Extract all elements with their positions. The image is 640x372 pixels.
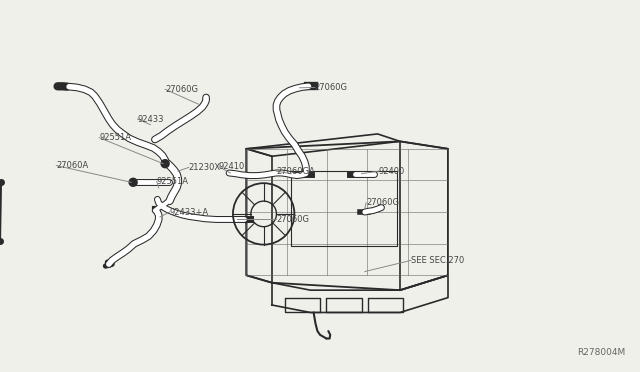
Text: 92410: 92410: [219, 162, 245, 171]
Text: 21230X: 21230X: [189, 163, 221, 172]
Text: SEE SEC.270: SEE SEC.270: [411, 256, 464, 265]
Text: 92551A: 92551A: [99, 133, 131, 142]
Text: 92433: 92433: [138, 115, 164, 124]
Circle shape: [161, 160, 169, 168]
Text: 27060A: 27060A: [56, 161, 88, 170]
Text: 92400: 92400: [379, 167, 405, 176]
Text: R278004M: R278004M: [577, 348, 625, 357]
Circle shape: [129, 178, 137, 186]
Text: 27060G: 27060G: [366, 198, 399, 207]
Text: 92433+A: 92433+A: [170, 208, 209, 217]
Text: 92551A: 92551A: [157, 177, 189, 186]
Text: 27060GA: 27060GA: [276, 167, 316, 176]
Text: 27060G: 27060G: [315, 83, 348, 92]
Text: 27060G: 27060G: [276, 215, 310, 224]
Text: 27060G: 27060G: [165, 85, 198, 94]
